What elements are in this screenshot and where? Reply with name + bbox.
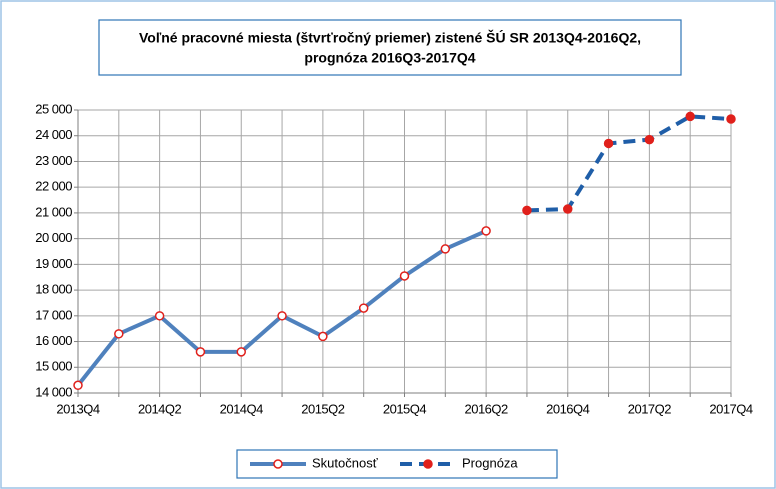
x-tick-label: 2014Q4 <box>220 401 264 416</box>
data-point <box>726 114 736 124</box>
legend-marker <box>423 459 433 469</box>
y-tick-label: 21 000 <box>35 204 72 219</box>
y-tick-label: 20 000 <box>35 230 72 245</box>
y-tick-label: 24 000 <box>35 127 72 142</box>
y-tick-label: 15 000 <box>35 359 72 374</box>
x-tick-label: 2013Q4 <box>56 401 100 416</box>
title-box <box>98 19 682 76</box>
chart-title: prognóza 2016Q3-2017Q4 <box>304 50 475 66</box>
x-tick-label: 2015Q4 <box>383 401 427 416</box>
data-point <box>358 303 369 313</box>
data-point <box>603 138 614 149</box>
data-point <box>644 134 655 145</box>
x-tick-label: 2016Q2 <box>464 401 508 416</box>
x-tick-label: 2014Q2 <box>138 401 182 416</box>
x-tick-label: 2017Q2 <box>628 401 672 416</box>
y-tick-label: 22 000 <box>35 179 72 194</box>
x-tick-label: 2017Q4 <box>709 401 753 416</box>
data-point <box>277 311 287 321</box>
chart-title: Voľné pracovné miesta (štvrťročný prieme… <box>139 29 641 46</box>
x-tick-label: 2016Q4 <box>546 401 590 416</box>
y-tick-label: 16 000 <box>35 333 72 348</box>
y-tick-label: 23 000 <box>35 153 72 168</box>
data-point <box>114 329 124 339</box>
x-tick-label: 2015Q2 <box>301 401 345 416</box>
legend-label: Skutočnosť <box>312 455 378 470</box>
data-point <box>73 380 83 391</box>
series-line <box>526 114 732 213</box>
y-tick-label: 18 000 <box>35 282 72 297</box>
data-point <box>236 347 246 357</box>
data-point <box>399 271 410 281</box>
data-point <box>522 205 532 216</box>
data-point <box>563 204 573 214</box>
data-point <box>440 244 451 254</box>
data-point <box>481 226 491 236</box>
legend-marker <box>273 459 283 469</box>
data-point <box>685 111 695 122</box>
y-tick-label: 25 000 <box>35 101 72 116</box>
y-tick-label: 14 000 <box>35 384 72 399</box>
data-point <box>195 347 206 357</box>
y-tick-label: 17 000 <box>35 307 72 322</box>
y-tick-label: 19 000 <box>35 256 72 271</box>
data-point <box>154 311 165 321</box>
data-point <box>318 331 328 342</box>
legend-label: Prognóza <box>462 455 518 470</box>
